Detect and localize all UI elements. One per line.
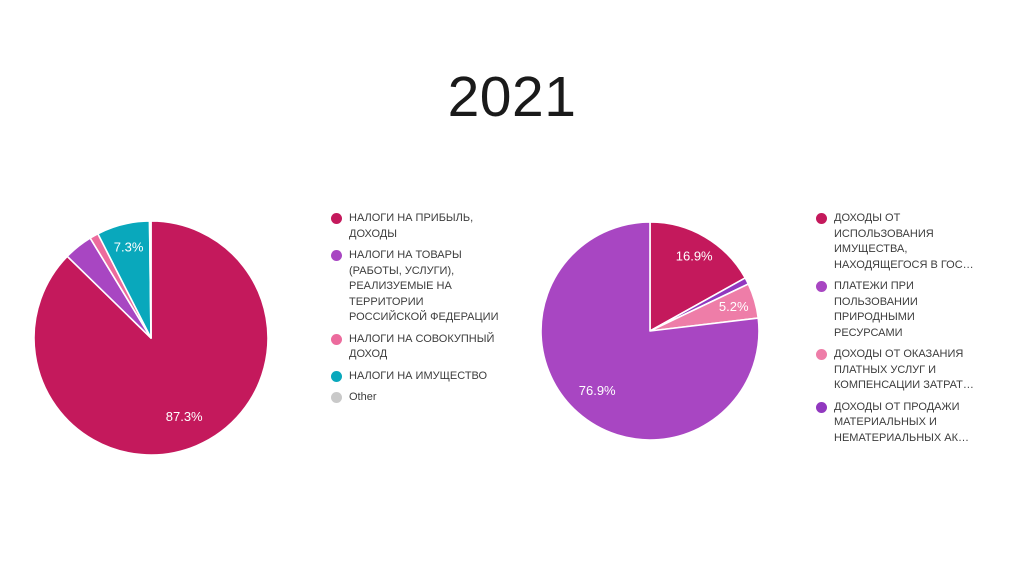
legend-color-dot bbox=[816, 213, 827, 224]
pie-slice-percent-label: 7.3% bbox=[114, 240, 144, 255]
legend-item-label: ПЛАТЕЖИ ПРИ ПОЛЬЗОВАНИИ ПРИРОДНЫМИ РЕСУР… bbox=[834, 280, 918, 339]
pie-slice bbox=[540, 221, 760, 441]
legend-color-dot bbox=[331, 333, 342, 345]
pie-slice-percent-label: 5.2% bbox=[719, 299, 749, 314]
legend-color-dot bbox=[331, 213, 342, 224]
pie-slice-percent-label: 16.9% bbox=[676, 248, 713, 263]
legend-item-label: ДОХОДЫ ОТ ИСПОЛЬЗОВАНИЯ ИМУЩЕСТВА, НАХОД… bbox=[834, 212, 974, 271]
legend-item-label: ДОХОДЫ ОТ ОКАЗАНИЯ ПЛАТНЫХ УСЛУГ И КОМПЕ… bbox=[834, 348, 974, 391]
pie-chart-taxes: 87.3% 7.3% bbox=[33, 220, 269, 456]
legend-incomes: ДОХОДЫ ОТ ИСПОЛЬЗОВАНИЯ ИМУЩЕСТВА, НАХОД… bbox=[816, 211, 984, 452]
legend-item: ПЛАТЕЖИ ПРИ ПОЛЬЗОВАНИИ ПРИРОДНЫМИ РЕСУР… bbox=[816, 279, 984, 341]
legend-color-dot bbox=[816, 349, 827, 360]
pie-slice-percent-label: 87.3% bbox=[166, 409, 203, 424]
pie-slice bbox=[649, 221, 746, 332]
legend-item-label: НАЛОГИ НА СОВОКУПНЫЙ ДОХОД bbox=[349, 332, 495, 361]
legend-color-dot bbox=[816, 401, 827, 413]
pie-chart-incomes: 16.9% 5.2% 76.9% bbox=[540, 221, 760, 441]
legend-taxes: НАЛОГИ НА ПРИБЫЛЬ, ДОХОДЫ НАЛОГИ НА ТОВАР… bbox=[331, 211, 499, 412]
pie-slice-percent-label: 76.9% bbox=[579, 383, 616, 398]
legend-color-dot bbox=[331, 370, 342, 382]
legend-item: НАЛОГИ НА ТОВАРЫ (РАБОТЫ, УСЛУГИ), РЕАЛИ… bbox=[331, 248, 499, 326]
legend-item: НАЛОГИ НА ПРИБЫЛЬ, ДОХОДЫ bbox=[331, 211, 499, 242]
legend-color-dot bbox=[331, 250, 342, 261]
legend-item: НАЛОГИ НА СОВОКУПНЫЙ ДОХОД bbox=[331, 332, 499, 363]
slide-title: 2021 bbox=[447, 65, 577, 129]
legend-item: НАЛОГИ НА ИМУЩЕСТВО bbox=[331, 369, 499, 385]
legend-item: ДОХОДЫ ОТ ИСПОЛЬЗОВАНИЯ ИМУЩЕСТВА, НАХОД… bbox=[816, 211, 984, 273]
legend-color-dot bbox=[816, 281, 827, 292]
pie-slice bbox=[148, 220, 152, 339]
legend-item: ДОХОДЫ ОТ ОКАЗАНИЯ ПЛАТНЫХ УСЛУГ И КОМПЕ… bbox=[816, 347, 984, 394]
legend-item-label: НАЛОГИ НА ТОВАРЫ (РАБОТЫ, УСЛУГИ), РЕАЛИ… bbox=[349, 249, 499, 323]
legend-color-dot bbox=[331, 392, 342, 403]
legend-item-label: НАЛОГИ НА ПРИБЫЛЬ, ДОХОДЫ bbox=[349, 212, 474, 240]
legend-item: Other bbox=[331, 390, 499, 406]
legend-item-label: НАЛОГИ НА ИМУЩЕСТВО bbox=[349, 369, 488, 382]
legend-item-label: ДОХОДЫ ОТ ПРОДАЖИ МАТЕРИАЛЬНЫХ И НЕМАТЕР… bbox=[834, 400, 970, 444]
legend-item: ДОХОДЫ ОТ ПРОДАЖИ МАТЕРИАЛЬНЫХ И НЕМАТЕР… bbox=[816, 400, 984, 447]
legend-item-label: Other bbox=[349, 391, 377, 403]
